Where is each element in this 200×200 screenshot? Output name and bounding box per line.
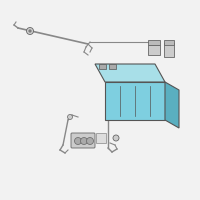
- FancyBboxPatch shape: [96, 133, 106, 143]
- FancyBboxPatch shape: [71, 133, 95, 148]
- Circle shape: [80, 138, 88, 144]
- Polygon shape: [105, 82, 165, 120]
- FancyBboxPatch shape: [164, 40, 174, 45]
- Circle shape: [74, 138, 82, 144]
- Circle shape: [86, 138, 94, 144]
- FancyBboxPatch shape: [164, 43, 174, 57]
- Polygon shape: [165, 82, 179, 128]
- Circle shape: [68, 114, 72, 119]
- Polygon shape: [95, 64, 165, 82]
- Circle shape: [26, 27, 34, 34]
- Polygon shape: [109, 64, 116, 69]
- Polygon shape: [99, 64, 106, 69]
- FancyBboxPatch shape: [148, 45, 160, 55]
- Circle shape: [29, 30, 31, 32]
- Circle shape: [113, 135, 119, 141]
- FancyBboxPatch shape: [148, 40, 160, 45]
